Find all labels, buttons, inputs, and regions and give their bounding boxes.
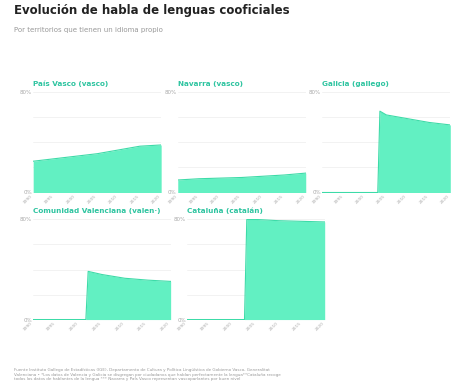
Text: Navarra (vasco): Navarra (vasco) [178, 80, 243, 87]
Text: País Vasco (vasco): País Vasco (vasco) [33, 80, 109, 87]
Text: Por territorios que tienen un idioma propio: Por territorios que tienen un idioma pro… [14, 27, 163, 33]
Text: Evolución de habla de lenguas cooficiales: Evolución de habla de lenguas cooficiale… [14, 4, 290, 17]
Text: Galicia (gallego): Galicia (gallego) [322, 80, 389, 87]
Text: Comunidad Valenciana (valen·): Comunidad Valenciana (valen·) [33, 208, 161, 214]
Text: Cataluña (catalán): Cataluña (catalán) [187, 207, 263, 214]
Text: Fuente Instituto Gallego de Estadísticas (IGE), Departamento de Cultura y Políti: Fuente Instituto Gallego de Estadísticas… [14, 368, 281, 381]
